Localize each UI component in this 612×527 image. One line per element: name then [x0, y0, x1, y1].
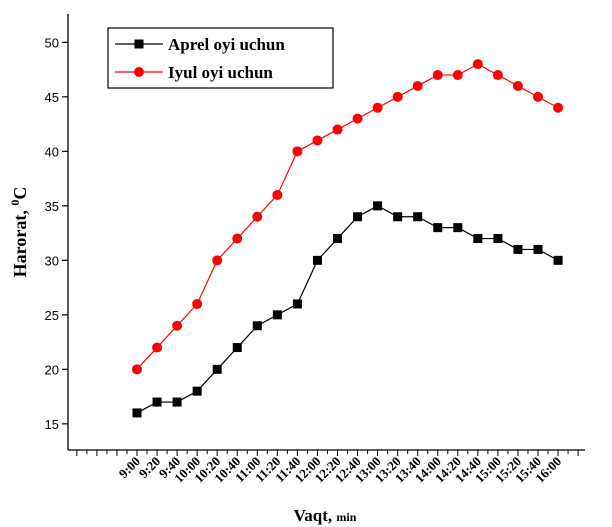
marker	[372, 102, 383, 113]
marker	[393, 212, 403, 222]
marker	[192, 298, 203, 309]
marker	[412, 80, 423, 91]
marker	[533, 244, 543, 254]
marker	[152, 397, 162, 407]
marker	[132, 364, 142, 375]
marker	[553, 255, 563, 265]
marker	[152, 342, 163, 353]
x-label-text: Vaqt,	[294, 506, 337, 525]
marker	[353, 212, 363, 222]
marker	[512, 80, 523, 91]
legend-marker	[134, 39, 144, 49]
legend-label: Aprel oyi uchun	[168, 35, 285, 54]
y-label-sup: 0	[8, 200, 22, 206]
marker	[332, 124, 343, 135]
y-tick-label: 15	[45, 417, 59, 432]
y-label-text: Harorat,	[10, 206, 30, 278]
series-line	[136, 205, 559, 414]
y-tick-label: 40	[45, 144, 59, 159]
marker	[473, 234, 483, 244]
marker	[212, 364, 222, 374]
marker	[472, 59, 483, 70]
y-tick-label: 20	[45, 362, 59, 377]
marker	[333, 234, 342, 244]
marker	[513, 244, 523, 254]
marker	[453, 223, 463, 233]
marker	[352, 113, 363, 124]
marker	[132, 408, 142, 418]
y-tick-label: 45	[45, 90, 59, 105]
marker	[252, 321, 262, 331]
x-label-unit: min	[336, 510, 356, 524]
marker	[533, 91, 543, 102]
marker	[553, 102, 564, 113]
y-tick-label: 35	[45, 199, 59, 214]
marker	[192, 386, 202, 396]
marker	[232, 343, 242, 353]
legend-label: Iyul oyi uchun	[168, 63, 273, 82]
marker	[452, 70, 463, 81]
marker	[172, 320, 183, 331]
marker	[312, 255, 322, 265]
y-tick-label: 50	[45, 35, 59, 50]
marker	[413, 212, 423, 222]
marker	[433, 223, 443, 233]
marker	[392, 91, 403, 102]
marker	[492, 70, 503, 81]
x-axis-label: Vaqt, min	[294, 506, 357, 525]
marker	[493, 234, 503, 244]
series-line	[136, 63, 559, 370]
marker	[212, 255, 223, 266]
marker	[432, 70, 443, 81]
legend-marker	[134, 67, 144, 77]
marker	[272, 310, 282, 320]
y-label-unit: C	[10, 187, 30, 200]
marker	[292, 299, 302, 309]
y-tick-label: 25	[45, 308, 59, 323]
marker	[312, 135, 323, 146]
marker	[252, 211, 263, 222]
marker	[232, 233, 243, 244]
y-tick-label: 30	[45, 253, 59, 268]
legend-box	[107, 27, 334, 89]
marker	[272, 189, 283, 200]
y-axis-label: Harorat, 0C	[8, 187, 30, 278]
marker	[292, 146, 303, 157]
marker	[373, 201, 383, 211]
marker	[172, 397, 182, 407]
